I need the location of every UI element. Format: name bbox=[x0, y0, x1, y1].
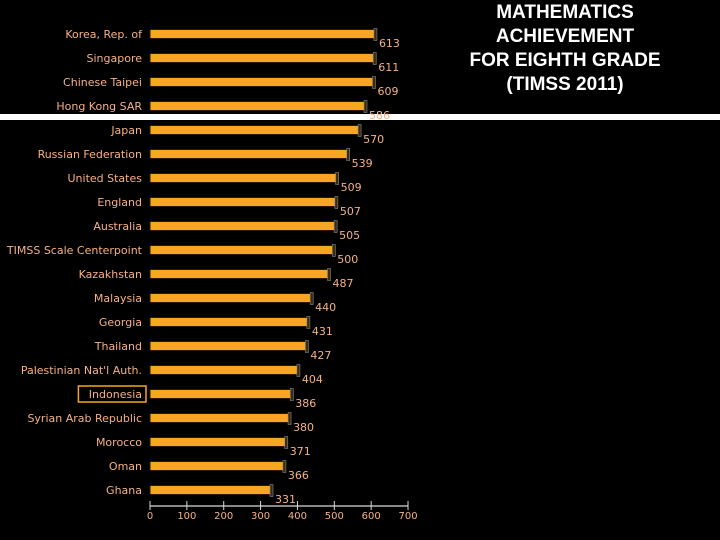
value-label: 609 bbox=[377, 85, 398, 98]
bar-end-cap bbox=[373, 28, 378, 41]
bar-end-cap bbox=[346, 148, 350, 161]
category-label: Korea, Rep. of bbox=[65, 28, 143, 41]
category-label: Morocco bbox=[96, 436, 142, 449]
bar bbox=[149, 245, 335, 255]
x-tick-label: 500 bbox=[325, 511, 344, 522]
separator-stripe bbox=[0, 114, 720, 120]
bars-layer: Korea, Rep. of 613 Singapore 611 Chinese Tai… bbox=[0, 28, 720, 506]
bar-end-cap bbox=[284, 436, 289, 449]
value-label: 366 bbox=[288, 469, 309, 482]
category-label: Syrian Arab Republic bbox=[27, 412, 142, 425]
value-label: 331 bbox=[275, 493, 296, 506]
value-label: 427 bbox=[310, 349, 331, 362]
bar bbox=[149, 269, 331, 279]
value-label: 613 bbox=[379, 37, 400, 50]
value-label: 431 bbox=[312, 325, 333, 338]
category-label: Hong Kong SAR bbox=[56, 100, 142, 113]
x-axis: 0 100 200 300 400 500 600 700 bbox=[147, 501, 418, 522]
category-label: Japan bbox=[110, 124, 142, 137]
category-label: Malaysia bbox=[94, 292, 142, 305]
value-label: 611 bbox=[378, 61, 399, 74]
bar bbox=[149, 173, 339, 183]
bar bbox=[149, 197, 338, 207]
category-label: Georgia bbox=[99, 316, 142, 329]
bar-end-cap bbox=[309, 292, 314, 305]
value-label: 507 bbox=[340, 205, 361, 218]
highlight-box bbox=[77, 385, 147, 403]
bar-end-cap bbox=[372, 76, 376, 89]
bar bbox=[149, 125, 361, 135]
bar bbox=[149, 365, 300, 375]
bar-end-cap bbox=[305, 340, 309, 353]
bar bbox=[149, 77, 375, 87]
category-label: Ghana bbox=[106, 484, 142, 497]
value-label: 539 bbox=[352, 157, 373, 170]
bar bbox=[149, 437, 288, 447]
bar bbox=[149, 461, 286, 471]
chart-title-line: FOR EIGHTH GRADE bbox=[469, 50, 660, 71]
value-label: 386 bbox=[295, 397, 316, 410]
value-label: 487 bbox=[333, 277, 354, 290]
category-label: Chinese Taipei bbox=[63, 76, 142, 89]
x-tick-label: 100 bbox=[177, 511, 196, 522]
bar-end-cap bbox=[287, 412, 292, 425]
x-tick-label: 0 bbox=[147, 511, 153, 522]
bar bbox=[149, 53, 376, 63]
category-label: Oman bbox=[109, 460, 142, 473]
x-tick-label: 700 bbox=[398, 511, 417, 522]
category-label: Russian Federation bbox=[38, 148, 142, 161]
bar-end-cap bbox=[363, 100, 368, 113]
bar bbox=[149, 341, 308, 351]
bar-end-cap bbox=[372, 52, 377, 65]
bar bbox=[149, 149, 350, 159]
category-label: Kazakhstan bbox=[79, 268, 142, 281]
value-label: 371 bbox=[290, 445, 311, 458]
bar-end-cap bbox=[269, 484, 274, 497]
value-label: 509 bbox=[341, 181, 362, 194]
category-label: Thailand bbox=[94, 340, 142, 353]
chart-title-line: MATHEMATICS bbox=[496, 2, 634, 23]
category-label: Australia bbox=[93, 220, 142, 233]
bar-end-cap bbox=[333, 220, 338, 233]
bar bbox=[149, 101, 367, 111]
x-tick-label: 200 bbox=[214, 511, 233, 522]
bar-end-cap bbox=[289, 388, 294, 401]
value-label: 500 bbox=[337, 253, 358, 266]
bar-end-cap bbox=[335, 172, 339, 185]
bar-end-cap bbox=[331, 244, 336, 257]
category-label: England bbox=[97, 196, 142, 209]
bar bbox=[149, 317, 310, 327]
chart-title-line: ACHIEVEMENT bbox=[496, 26, 635, 47]
bar-end-cap bbox=[334, 196, 339, 209]
bar bbox=[149, 413, 291, 423]
bar-end-cap bbox=[282, 460, 287, 473]
bar bbox=[149, 29, 377, 39]
value-label: 570 bbox=[363, 133, 384, 146]
category-label: Palestinian Nat'l Auth. bbox=[21, 364, 142, 377]
bar-end-cap bbox=[296, 364, 301, 377]
category-label: United States bbox=[68, 172, 143, 185]
value-label: 505 bbox=[339, 229, 360, 242]
value-label: 440 bbox=[315, 301, 336, 314]
x-tick-label: 300 bbox=[251, 511, 270, 522]
x-tick-label: 600 bbox=[362, 511, 381, 522]
bar bbox=[149, 485, 273, 495]
bar bbox=[149, 293, 313, 303]
chart-title: MATHEMATICS ACHIEVEMENT FOR EIGHTH GRADE (T… bbox=[469, 2, 660, 95]
bar bbox=[149, 221, 337, 231]
bar-end-cap bbox=[306, 316, 311, 329]
bar-end-cap bbox=[327, 268, 331, 281]
bar bbox=[149, 389, 293, 399]
x-tick-label: 400 bbox=[288, 511, 307, 522]
value-label: 380 bbox=[293, 421, 314, 434]
category-label: TIMSS Scale Centerpoint bbox=[6, 244, 143, 257]
value-label: 404 bbox=[302, 373, 323, 386]
value-label: 586 bbox=[369, 109, 390, 122]
chart-title-line: (TIMSS 2011) bbox=[506, 74, 623, 95]
category-label: Indonesia bbox=[89, 388, 142, 401]
bar-end-cap bbox=[357, 124, 362, 137]
category-label: Singapore bbox=[87, 52, 143, 65]
